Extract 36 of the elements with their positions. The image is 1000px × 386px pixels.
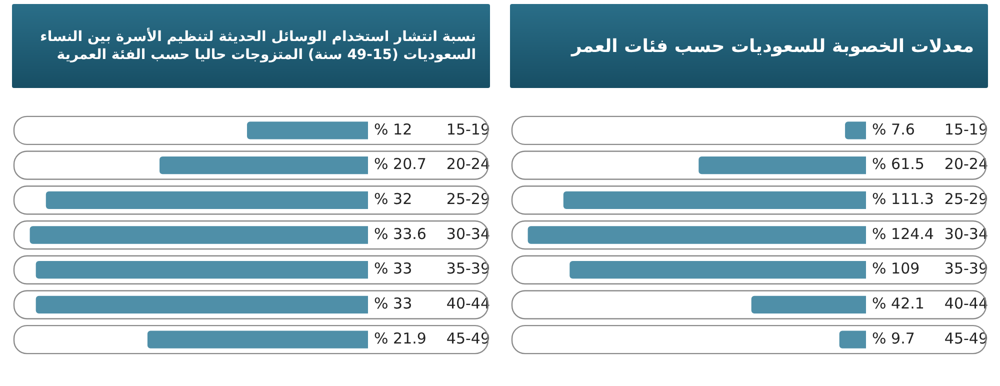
- y-tick-label: 30-34: [944, 224, 988, 243]
- bar: [839, 330, 866, 348]
- bar: [30, 226, 368, 244]
- bar: [147, 330, 368, 348]
- data-label: % 42.1: [872, 294, 924, 313]
- y-tick-label: 20-24: [944, 155, 988, 174]
- bar: [698, 156, 866, 174]
- bar: [570, 261, 866, 279]
- bar: [563, 191, 866, 209]
- data-label: % 33.6: [374, 224, 426, 243]
- bar: [751, 296, 866, 314]
- chart-title: معدلات الخصوبة للسعوديات حسب فئات العمر: [510, 4, 988, 88]
- bar: [247, 122, 368, 140]
- chart-title: نسبة انتشار استخدام الوسائل الحديثة لتنظيم الأسرة بين النساء السعوديات (15-49 سنة) المتزوجات حاليا حسب الفئة العمرية: [12, 4, 490, 88]
- data-label: % 111.3: [872, 190, 934, 208]
- data-label: % 7.6: [872, 120, 915, 138]
- data-label: % 20.7: [374, 155, 426, 174]
- bar: [46, 191, 368, 209]
- bar: [845, 122, 866, 140]
- data-label: % 21.9: [374, 329, 426, 348]
- data-label: % 32: [374, 190, 412, 208]
- y-tick-label: 20-24: [446, 155, 490, 174]
- y-tick-label: 40-44: [944, 294, 988, 313]
- y-tick-label: 30-34: [446, 224, 490, 243]
- data-label: % 12: [374, 120, 412, 138]
- bar: [160, 156, 368, 174]
- bar: [36, 296, 368, 314]
- y-tick-label: 40-44: [446, 294, 490, 313]
- data-label: % 124.4: [872, 224, 934, 243]
- bar: [36, 261, 368, 279]
- bar: [528, 226, 866, 244]
- data-label: % 9.7: [872, 329, 915, 348]
- data-label: % 61.5: [872, 155, 924, 174]
- data-label: % 33: [374, 260, 412, 278]
- data-label: % 109: [872, 260, 920, 278]
- data-label: % 33: [374, 294, 412, 313]
